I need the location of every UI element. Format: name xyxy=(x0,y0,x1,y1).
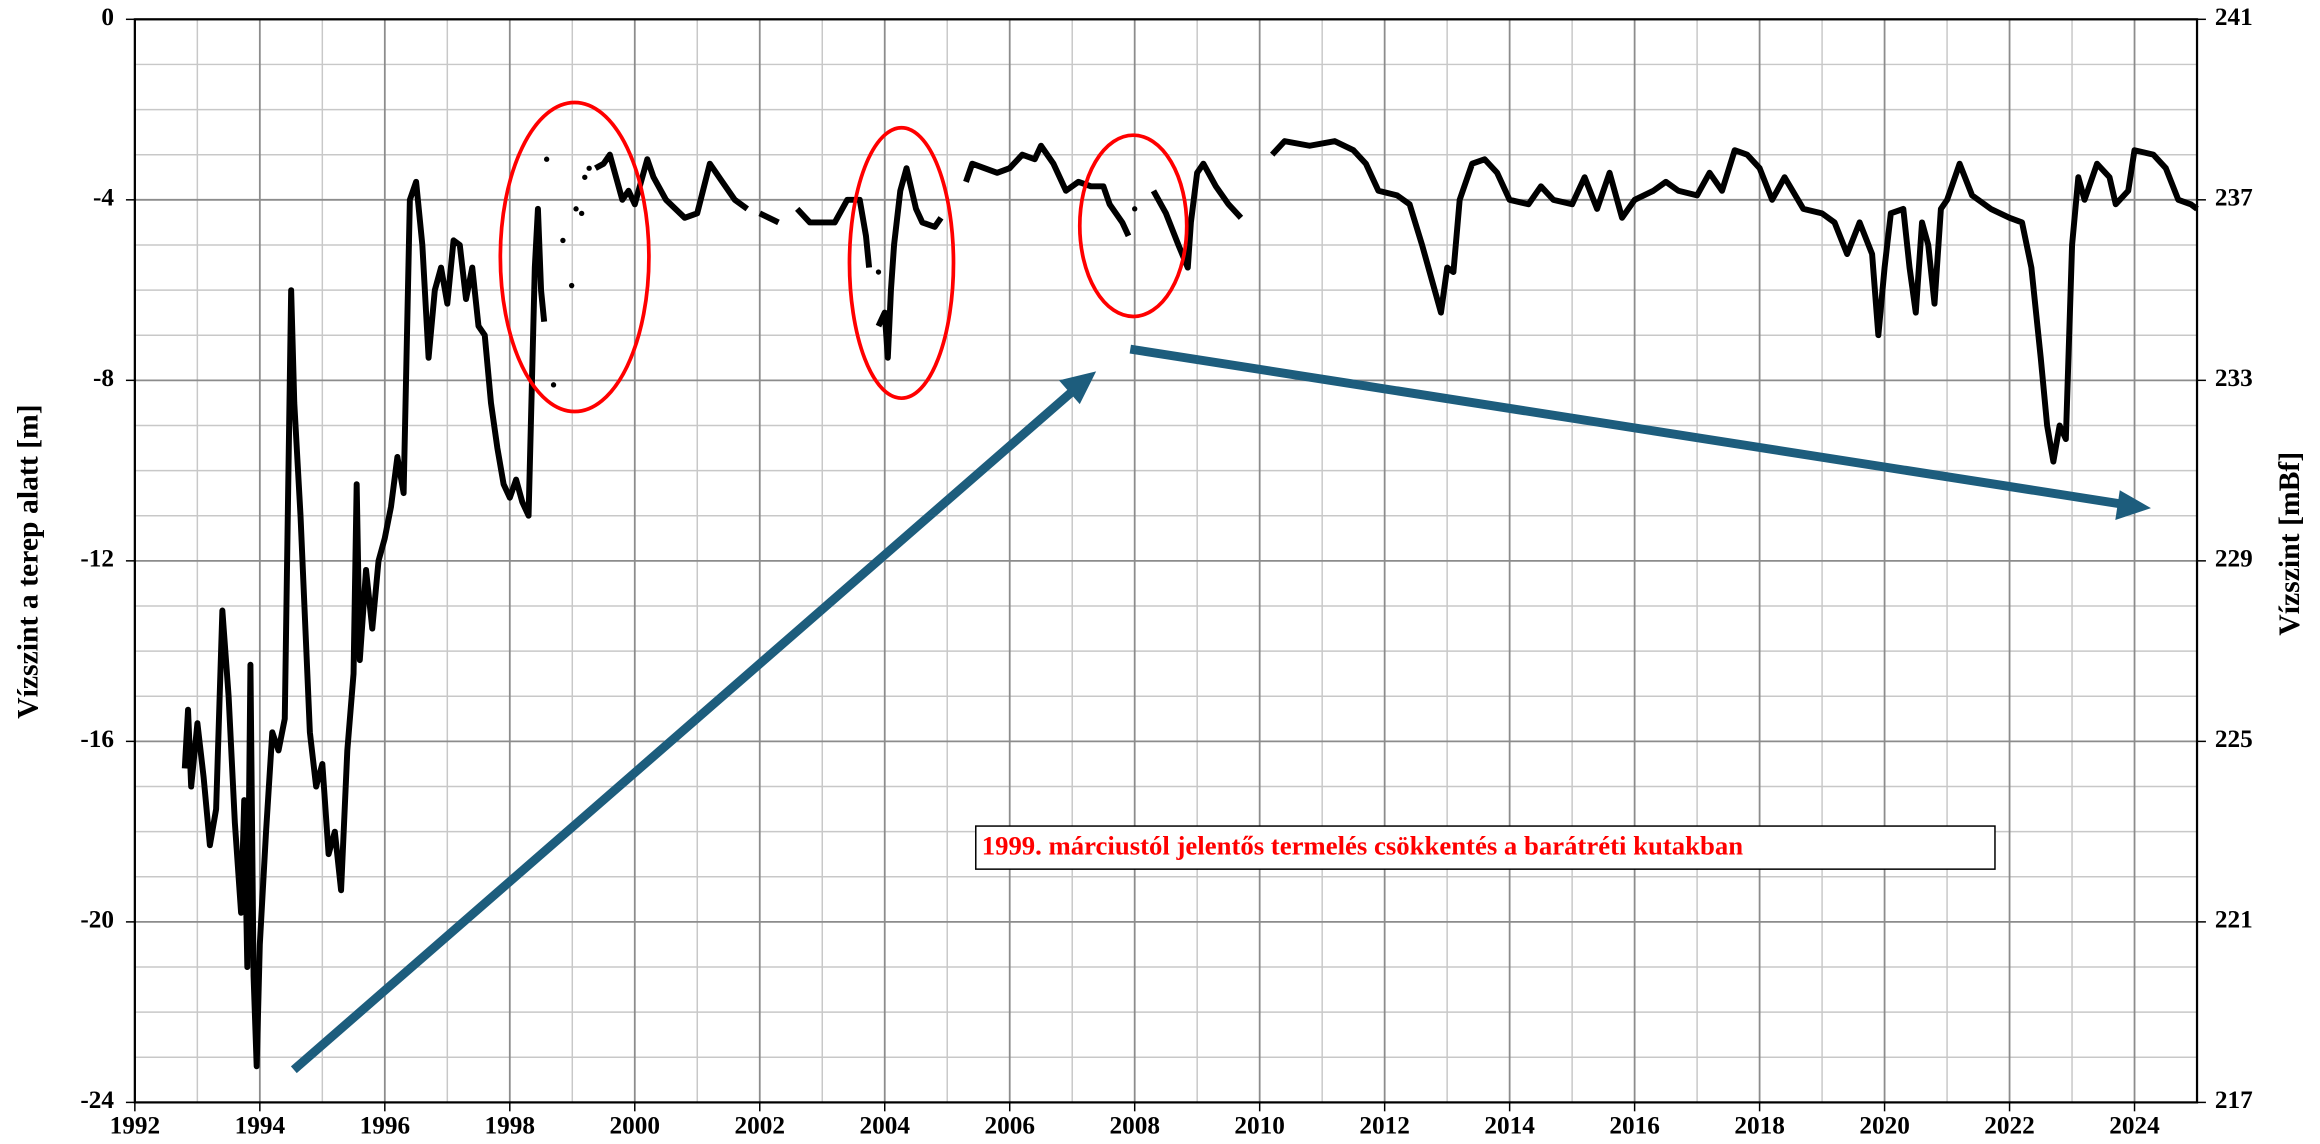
y2-tick-label: 233 xyxy=(2215,364,2253,392)
y-tick-label: -4 xyxy=(93,184,114,212)
x-tick-label: 2018 xyxy=(1734,1111,1784,1139)
annotation-box xyxy=(975,825,1996,870)
x-tick-label: 2002 xyxy=(735,1111,785,1139)
y2-tick-label: 225 xyxy=(2215,725,2253,753)
x-tick-label: 2010 xyxy=(1234,1111,1285,1139)
x-tick-label: 2024 xyxy=(2109,1111,2160,1139)
data-point xyxy=(578,210,585,217)
y2-tick-label: 241 xyxy=(2215,3,2253,31)
x-tick-label: 2008 xyxy=(1109,1111,1160,1139)
y-tick-label: -12 xyxy=(80,545,114,573)
data-point xyxy=(550,382,557,388)
y-tick-label: -8 xyxy=(93,364,114,392)
x-tick-label: 1998 xyxy=(485,1111,535,1139)
data-point xyxy=(560,237,566,244)
highlight-ellipse xyxy=(1077,133,1189,319)
marks xyxy=(181,138,2199,1070)
arrowhead xyxy=(1058,371,1097,405)
x-tick-label: 2004 xyxy=(859,1111,910,1139)
trend-arrow xyxy=(290,382,1082,1074)
plot-frame xyxy=(133,18,2199,1104)
highlight-ellipse xyxy=(847,125,956,401)
data-point xyxy=(568,282,575,289)
data-point xyxy=(543,156,550,162)
x-tick-label: 2016 xyxy=(1609,1111,1659,1139)
y-tick-label: -24 xyxy=(80,1086,114,1114)
data-point xyxy=(582,174,588,180)
x-tick-label: 2020 xyxy=(1859,1111,1910,1139)
annotation: 1999. márciustól jelentős termelés csökk… xyxy=(982,830,1743,860)
x-tick-label: 1992 xyxy=(110,1111,160,1139)
y2-tick-label: 221 xyxy=(2215,906,2253,934)
data-point xyxy=(573,206,579,212)
y2-tick-label: 229 xyxy=(2215,545,2253,573)
series-line xyxy=(181,138,2199,1070)
x-tick-label: 1996 xyxy=(360,1111,410,1139)
y-tick-label: 0 xyxy=(101,3,114,31)
x-tick-label: 2000 xyxy=(610,1111,661,1139)
y-tick-label: -20 xyxy=(80,906,114,934)
data-point xyxy=(875,269,882,275)
highlight-ellipse xyxy=(498,100,651,414)
y2-tick-label: 217 xyxy=(2215,1086,2253,1114)
arrowhead xyxy=(2115,490,2151,520)
x-tick-label: 2012 xyxy=(1359,1111,1410,1139)
data-point xyxy=(1132,206,1138,212)
y-tick-label: -16 xyxy=(80,725,114,753)
x-tick-label: 2006 xyxy=(984,1111,1034,1139)
x-tick-label: 2014 xyxy=(1484,1111,1535,1139)
trend-arrow xyxy=(1129,344,2130,510)
data-point xyxy=(586,165,592,171)
x-tick-label: 2022 xyxy=(1984,1111,2035,1139)
y2-tick-label: 237 xyxy=(2215,184,2253,212)
x-tick-label: 1994 xyxy=(235,1111,286,1139)
y2-axis-label: Vízszint [mBf] xyxy=(2274,452,2306,636)
y-axis-label: Vízszint a terep alatt [m] xyxy=(13,404,45,719)
